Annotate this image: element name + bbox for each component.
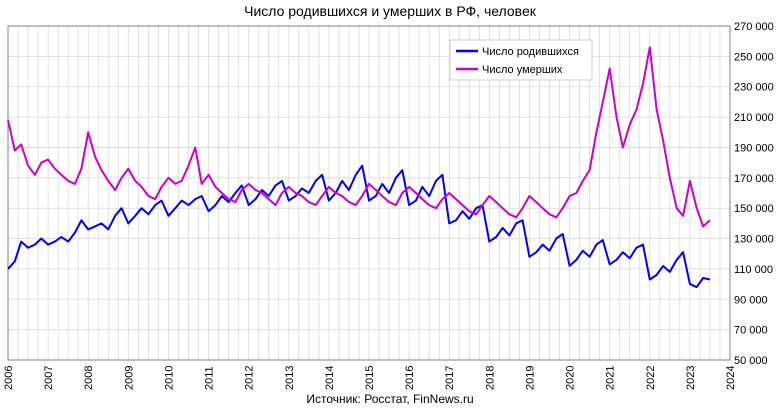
y-tick-label: 150 000 [734,203,774,215]
series-line-deaths [7,46,711,228]
y-tick-label: 250 000 [734,51,774,63]
legend-box [449,39,593,81]
x-tick-label: 2011 [204,366,216,390]
x-tick-label: 2022 [645,366,657,390]
x-tick-label: 2009 [123,366,135,390]
x-tick-label: 2021 [605,366,617,390]
x-tick-label: 2014 [324,366,336,390]
x-tick-label: 2013 [284,366,296,390]
y-tick-label: 230 000 [734,82,774,94]
x-tick-label: 2010 [163,366,175,390]
grid-layer [7,25,731,361]
series-line-births [7,164,711,289]
series-layer [7,46,711,289]
x-tick-label: 2018 [484,366,496,390]
x-tick-label: 2024 [725,366,737,390]
source-note: Источник: Росстат, FinNews.ru [306,392,473,406]
x-tick-label: 2016 [404,366,416,390]
y-tick-label: 90 000 [734,294,768,306]
x-tick-label: 2017 [444,366,456,390]
x-tick-label: 2006 [3,366,15,390]
tick-layer: 50 000 70 000 90 000 110 000 130 000 150 000 1… [3,21,774,390]
x-tick-label: 2023 [685,366,697,390]
y-tick-label: 270 000 [734,21,774,33]
y-tick-label: 210 000 [734,112,774,124]
x-tick-label: 2020 [565,366,577,390]
plot-border [7,25,731,361]
y-tick-label: 50 000 [734,355,768,367]
x-tick-label: 2012 [244,366,256,390]
y-tick-label: 130 000 [734,234,774,246]
y-tick-label: 110 000 [734,264,773,276]
x-tick-label: 2008 [83,366,95,390]
legend: Число родившихся Число умерших [449,39,593,81]
x-tick-label: 2019 [524,366,536,390]
y-tick-label: 170 000 [734,173,774,185]
x-tick-label: 2007 [43,366,55,390]
y-tick-label: 190 000 [734,142,774,154]
legend-label-births: Число родившихся [482,46,579,58]
chart-title: Число родившихся и умерших в РФ, человек [244,3,537,19]
y-tick-label: 70 000 [734,325,768,337]
legend-label-deaths: Число умерших [482,64,563,76]
x-tick-label: 2015 [364,366,376,390]
